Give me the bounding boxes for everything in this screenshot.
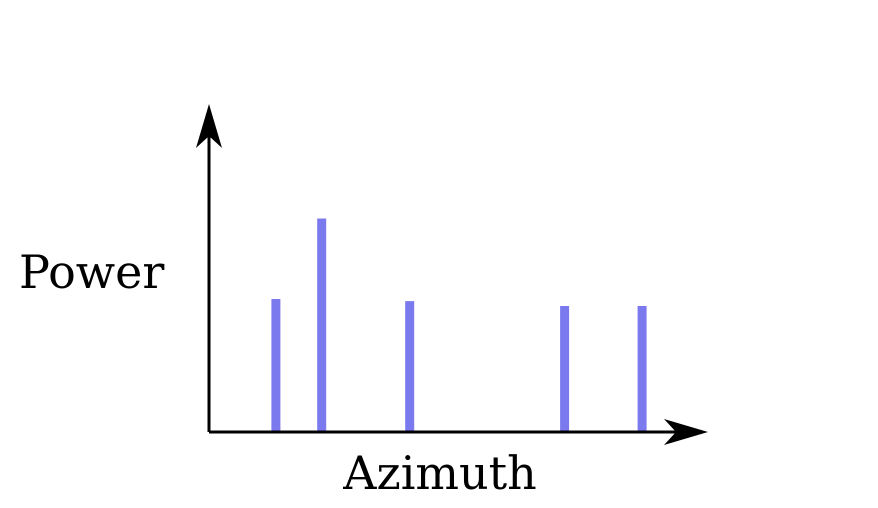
x-axis-label: Azimuth — [342, 446, 537, 500]
y-axis-arrowhead — [196, 104, 222, 148]
x-axis-arrowhead — [664, 419, 708, 445]
power-bar-4 — [560, 306, 570, 432]
power-bar-2 — [317, 218, 327, 432]
power-bar-3 — [405, 301, 415, 432]
power-bar-1 — [271, 299, 281, 432]
power-bar-5 — [637, 306, 647, 432]
bars-group — [271, 218, 647, 432]
y-axis-label: Power — [19, 245, 164, 299]
